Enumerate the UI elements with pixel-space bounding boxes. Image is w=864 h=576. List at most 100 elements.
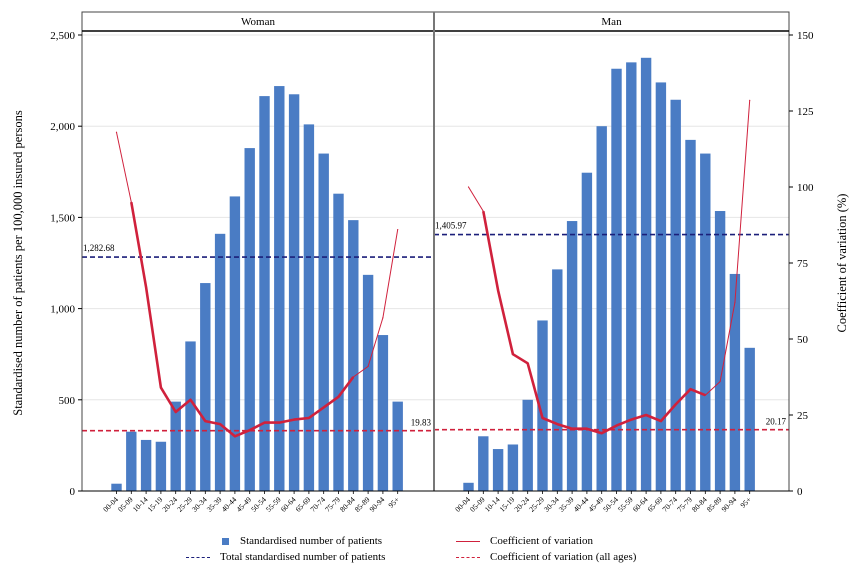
x-tick-label-man-18: 90-94: [720, 495, 739, 514]
cv-point-man-19: [749, 99, 751, 101]
y-left-tick-label-1: 500: [59, 395, 76, 407]
cv-point-man-2: [497, 289, 499, 291]
bar-woman-14: [318, 153, 329, 491]
bar-woman-4: [170, 401, 181, 491]
bar-woman-17: [362, 274, 374, 491]
x-tick-label-man-0: 00-04: [453, 495, 472, 514]
cv-point-man-4: [527, 362, 529, 364]
panel-title-woman: Woman: [241, 16, 275, 28]
legend-item-cv: Coefficient of variation: [456, 533, 593, 549]
bar-man-5: [537, 320, 548, 491]
cv-point-woman-17: [367, 365, 369, 367]
legend-cv-swatch: [456, 540, 480, 542]
bar-woman-12: [288, 94, 300, 491]
y-right-axis-title: Coefficient of variation (%): [835, 194, 849, 333]
x-tick-label-woman-7: 35-39: [205, 495, 224, 514]
y-left-tick-label-5: 2,500: [50, 30, 75, 42]
y-right-tick-label-5: 125: [797, 106, 814, 118]
bar-man-15: [685, 139, 696, 491]
panel-frames: Woman Man: [81, 11, 790, 492]
cv-point-woman-8: [234, 435, 236, 437]
cv-point-woman-19: [397, 228, 399, 231]
x-tick-label-man-5: 25-29: [527, 495, 546, 514]
bar-man-11: [626, 62, 637, 492]
cv-line-man-tail: [704, 100, 751, 396]
x-tick-label-woman-16: 80-84: [338, 495, 357, 514]
x-tick-label-woman-14: 70-74: [308, 495, 327, 514]
bar-man-16: [700, 153, 711, 491]
cv-point-woman-3: [160, 387, 162, 389]
legend: Standardised number of patients Coeffici…: [0, 530, 864, 574]
bar-man-12: [640, 57, 652, 492]
legend-item-total-ref: Total standardised number of patients: [186, 549, 385, 565]
cv-point-woman-0: [115, 131, 118, 133]
x-tick-label-woman-3: 15-19: [146, 495, 165, 514]
x-tick-label-man-3: 15-19: [498, 495, 517, 514]
cv-point-man-8: [586, 428, 588, 430]
y-right-tick-label-4: 100: [797, 182, 814, 194]
bar-man-10: [611, 68, 622, 491]
cv-point-man-3: [512, 353, 514, 355]
x-tick-label-man-13: 65-69: [646, 495, 665, 514]
bar-woman-8: [229, 196, 241, 491]
y-right-tick-label-1: 25: [797, 410, 809, 422]
legend-label-cv: Coefficient of variation: [490, 535, 594, 547]
bar-woman-5: [185, 341, 196, 491]
x-tick-label-woman-11: 55-59: [264, 495, 283, 514]
x-tick-label-man-16: 80-84: [690, 495, 709, 514]
cv-point-man-18: [734, 301, 736, 304]
x-tick-label-man-1: 05-09: [468, 495, 487, 514]
cv-point-woman-12: [293, 418, 295, 421]
bar-man-19: [744, 347, 755, 491]
cv-point-woman-13: [308, 417, 310, 419]
x-tick-label-woman-13: 65-69: [294, 495, 313, 514]
x-tick-label-woman-15: 75-79: [323, 495, 342, 514]
cv-point-woman-16: [352, 376, 354, 378]
x-tick-label-woman-12: 60-64: [279, 495, 298, 514]
bar-man-17: [714, 211, 726, 492]
bar-man-6: [552, 269, 563, 491]
bar-man-8: [581, 172, 593, 491]
cv-point-man-9: [601, 432, 603, 434]
legend-label-total-ref: Total standardised number of patients: [220, 551, 386, 563]
bar-woman-9: [244, 148, 255, 491]
cv-point-woman-5: [189, 399, 192, 401]
bar-man-13: [655, 82, 667, 491]
x-tick-label-man-7: 35-39: [557, 495, 576, 514]
x-tick-label-woman-18: 90-94: [368, 495, 387, 514]
total-reference-label-woman: 1,282.68: [83, 243, 115, 253]
bar-woman-0: [111, 483, 122, 491]
cv-line-woman-tail: [353, 229, 399, 378]
legend-item-bars: Standardised number of patients: [222, 533, 382, 549]
cv-point-woman-14: [323, 406, 325, 408]
cv-point-man-14: [675, 403, 677, 405]
chart-svg: 1,282.68 19.83 1,405.97 20.17 Woman Man 00-0…: [11, 11, 849, 514]
cv-point-man-7: [571, 428, 573, 430]
plot-area: 1,282.68 19.83 1,405.97 20.17: [82, 57, 789, 492]
bar-woman-3: [155, 441, 167, 491]
cv-point-woman-6: [204, 420, 206, 422]
x-tick-label-woman-19: 95+: [386, 495, 401, 510]
x-tick-label-woman-17: 85-89: [353, 495, 372, 514]
y-left-tick-label-4: 2,000: [50, 121, 75, 133]
bar-woman-2: [140, 439, 152, 491]
x-tick-label-man-4: 20-24: [512, 495, 531, 514]
bar-man-0: [463, 482, 474, 491]
bar-woman-15: [333, 193, 344, 492]
x-tick-label-man-2: 10-14: [483, 495, 502, 514]
bar-man-1: [478, 436, 489, 491]
bar-man-7: [566, 221, 578, 491]
cv-line-man: [482, 211, 706, 435]
bar-woman-1: [126, 431, 137, 491]
legend-bar-swatch: [222, 537, 229, 545]
panel-title-man: Man: [601, 16, 622, 28]
bar-man-2: [492, 449, 504, 491]
x-tick-label-woman-9: 45-49: [234, 495, 253, 514]
cv-point-man-11: [630, 418, 632, 421]
bar-woman-7: [214, 233, 226, 492]
y-left-tick-label-2: 1,000: [50, 304, 75, 316]
cv-point-woman-18: [382, 317, 384, 319]
cv-point-woman-1: [130, 201, 132, 203]
bar-woman-6: [200, 283, 211, 491]
